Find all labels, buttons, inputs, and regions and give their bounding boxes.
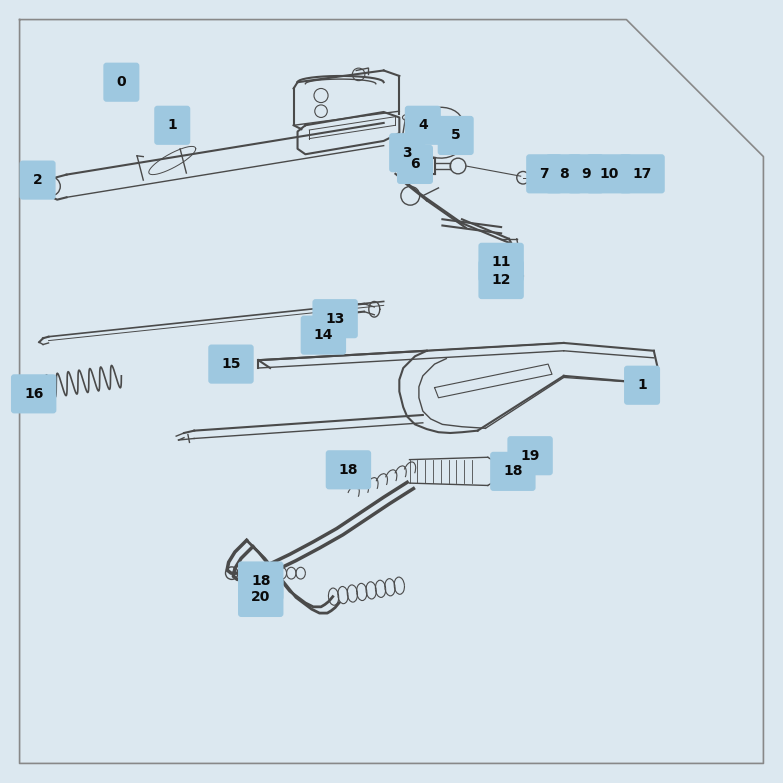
- FancyBboxPatch shape: [301, 316, 346, 355]
- FancyBboxPatch shape: [238, 578, 283, 617]
- Text: 14: 14: [314, 328, 333, 342]
- FancyBboxPatch shape: [478, 243, 524, 282]
- Text: 1: 1: [168, 118, 177, 132]
- FancyBboxPatch shape: [11, 374, 56, 413]
- FancyBboxPatch shape: [312, 299, 358, 338]
- FancyBboxPatch shape: [546, 154, 582, 193]
- Text: 13: 13: [326, 312, 345, 326]
- Text: 2: 2: [33, 173, 42, 187]
- FancyBboxPatch shape: [568, 154, 604, 193]
- FancyBboxPatch shape: [490, 452, 536, 491]
- Text: 4: 4: [418, 118, 428, 132]
- FancyBboxPatch shape: [478, 260, 524, 299]
- FancyBboxPatch shape: [586, 154, 632, 193]
- Text: 10: 10: [600, 167, 619, 181]
- FancyBboxPatch shape: [20, 161, 56, 200]
- FancyBboxPatch shape: [405, 106, 441, 145]
- FancyBboxPatch shape: [154, 106, 190, 145]
- FancyBboxPatch shape: [326, 450, 371, 489]
- FancyBboxPatch shape: [208, 345, 254, 384]
- Text: 16: 16: [24, 387, 43, 401]
- Text: 20: 20: [251, 590, 270, 604]
- FancyBboxPatch shape: [438, 116, 474, 155]
- Text: 3: 3: [402, 146, 412, 160]
- Text: 18: 18: [339, 463, 358, 477]
- Text: 15: 15: [222, 357, 240, 371]
- FancyBboxPatch shape: [103, 63, 139, 102]
- FancyBboxPatch shape: [624, 366, 660, 405]
- FancyBboxPatch shape: [238, 561, 283, 601]
- Text: 11: 11: [492, 255, 511, 269]
- FancyBboxPatch shape: [397, 145, 433, 184]
- FancyBboxPatch shape: [619, 154, 665, 193]
- FancyBboxPatch shape: [389, 133, 425, 172]
- Text: 1: 1: [637, 378, 647, 392]
- Text: 18: 18: [251, 574, 270, 588]
- FancyBboxPatch shape: [507, 436, 553, 475]
- Text: 0: 0: [117, 75, 126, 89]
- Text: 5: 5: [451, 128, 460, 143]
- Text: 17: 17: [633, 167, 651, 181]
- Text: 6: 6: [410, 157, 420, 171]
- FancyBboxPatch shape: [526, 154, 562, 193]
- Text: 19: 19: [521, 449, 539, 463]
- Text: 8: 8: [559, 167, 568, 181]
- Text: 12: 12: [492, 272, 511, 287]
- Text: 18: 18: [503, 464, 522, 478]
- Text: 7: 7: [539, 167, 549, 181]
- Text: 9: 9: [581, 167, 590, 181]
